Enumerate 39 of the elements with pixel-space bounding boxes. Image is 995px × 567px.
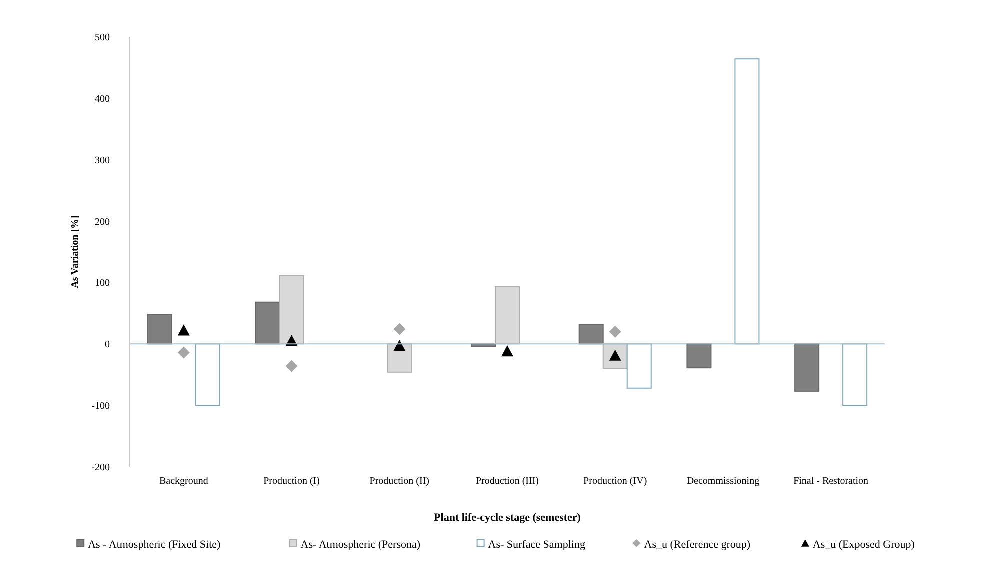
point bbox=[394, 323, 406, 336]
y-tick-label: 0 bbox=[105, 340, 110, 351]
bar bbox=[794, 344, 820, 392]
y-axis-title: As Variation [%] bbox=[70, 216, 81, 288]
point bbox=[178, 346, 190, 359]
bar bbox=[495, 286, 520, 345]
y-tick-label: -100 bbox=[92, 401, 110, 412]
bar bbox=[842, 344, 868, 406]
legend-label: As_u (Reference group) bbox=[644, 539, 751, 551]
y-tick-label: 100 bbox=[95, 278, 110, 290]
point bbox=[286, 360, 298, 372]
bar bbox=[578, 324, 604, 345]
x-tick-label: Production (IV) bbox=[584, 476, 648, 487]
x-tick-label: Production (I) bbox=[264, 476, 320, 487]
y-tick-label: 200 bbox=[95, 216, 110, 228]
bar bbox=[147, 314, 172, 345]
x-tick-label: Background bbox=[159, 476, 208, 487]
x-tick-label: Decommissioning bbox=[686, 476, 760, 487]
bar bbox=[626, 344, 652, 389]
bar bbox=[195, 344, 220, 406]
x-tick-label: Production (III) bbox=[476, 476, 540, 487]
legend-label: As- Surface Sampling bbox=[488, 539, 586, 551]
x-axis-title: Plant life-cycle stage (semester) bbox=[434, 512, 582, 524]
point bbox=[178, 324, 190, 336]
y-tick-label: 500 bbox=[95, 32, 110, 44]
bar bbox=[734, 58, 760, 345]
y-tick-label: -200 bbox=[92, 462, 110, 474]
point bbox=[502, 346, 514, 357]
point bbox=[394, 340, 406, 352]
bar bbox=[686, 344, 712, 369]
bar bbox=[279, 275, 304, 345]
x-tick-label: Final - Restoration bbox=[794, 476, 869, 487]
y-tick-label: 300 bbox=[95, 155, 110, 166]
y-tick-label: 400 bbox=[95, 94, 110, 105]
legend-label: As - Atmospheric (Fixed Site) bbox=[88, 539, 222, 551]
bar bbox=[255, 302, 280, 345]
legend-label: As- Atmospheric (Persona) bbox=[300, 539, 421, 551]
x-tick-label: Production (II) bbox=[370, 476, 430, 487]
legend-label: As_u (Exposed Group) bbox=[812, 539, 916, 551]
